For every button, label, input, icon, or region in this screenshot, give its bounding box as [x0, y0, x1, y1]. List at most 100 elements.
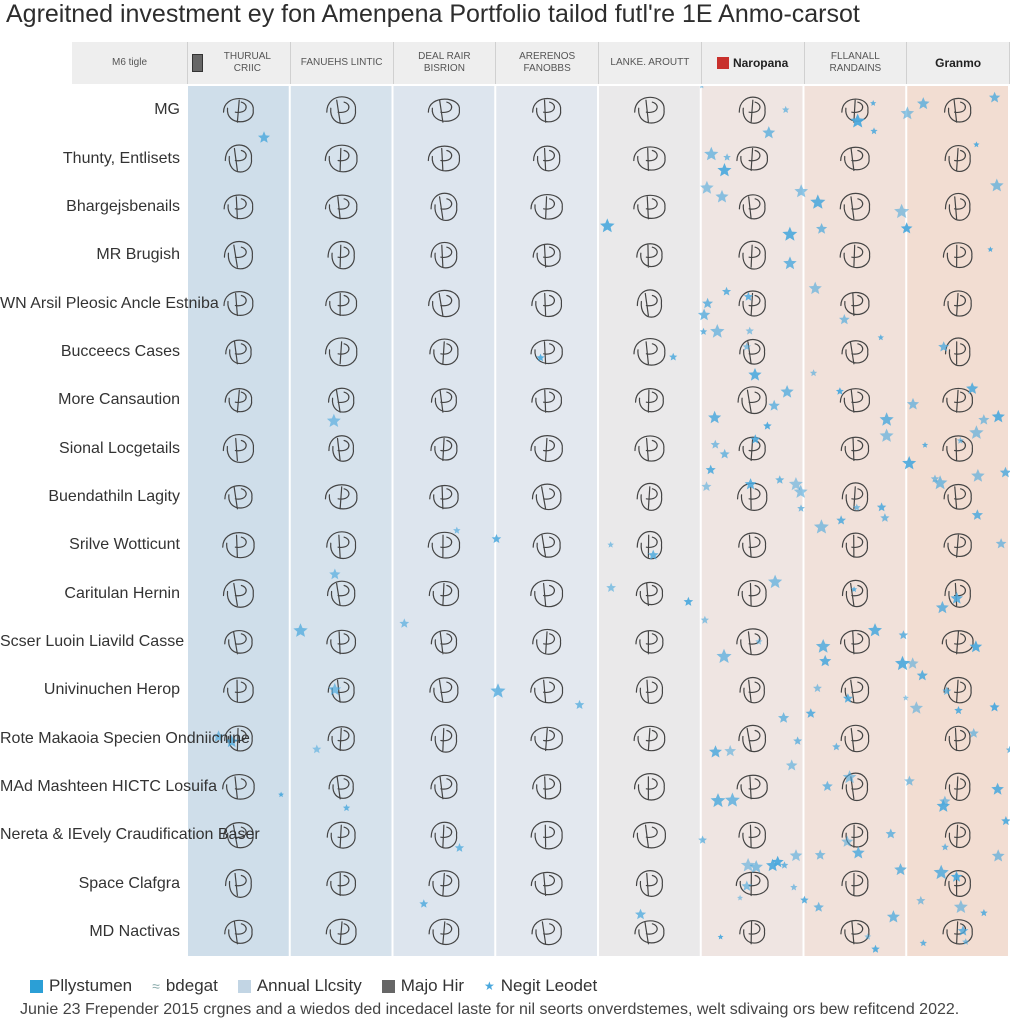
star-mark [839, 314, 850, 325]
star-mark [697, 308, 711, 321]
cell-mark [531, 483, 562, 510]
star-mark [762, 126, 776, 139]
column-header-6: Naropana [701, 42, 805, 84]
column-band-2 [290, 86, 392, 956]
cell-mark [530, 579, 564, 608]
cell-mark [224, 629, 253, 655]
legend-label: Majo Hir [400, 976, 465, 995]
cell-mark [635, 581, 664, 607]
star-mark [419, 899, 429, 908]
star-mark [916, 895, 926, 905]
row-label: Rote Makaoia Specien Ondniicnine [0, 729, 250, 747]
star-mark [938, 341, 950, 352]
star-mark [700, 86, 704, 89]
star-mark [853, 503, 861, 511]
cell-mark [430, 724, 458, 753]
star-mark [813, 683, 822, 693]
star-mark [879, 428, 894, 442]
star-mark [794, 184, 808, 198]
star-mark [999, 466, 1010, 478]
star-mark [936, 799, 950, 812]
star-mark [906, 397, 920, 410]
column-band-7 [804, 86, 906, 956]
cell-mark [737, 386, 767, 414]
star-mark [750, 434, 761, 444]
cell-mark [224, 725, 253, 752]
cell-mark [840, 724, 870, 753]
cell-mark [840, 291, 870, 317]
cell-mark [634, 96, 665, 124]
star-mark [766, 858, 780, 872]
cell-mark [840, 919, 870, 945]
star-mark [850, 113, 866, 128]
row-label: Srilve Wotticunt [69, 536, 180, 554]
column-band-5 [599, 86, 700, 956]
row-label: More Cansaution [58, 391, 180, 409]
legend-label: Pllystumen [49, 976, 133, 995]
cell-mark [636, 289, 663, 318]
star-mark [1005, 745, 1010, 754]
star-mark [954, 706, 963, 715]
star-mark [815, 639, 831, 653]
star-mark [635, 908, 647, 920]
star-mark [973, 141, 980, 148]
cell-mark [942, 435, 973, 462]
cell-mark [530, 194, 563, 220]
column-header-label: ARERENOS FANOBBS [519, 51, 576, 74]
cell-mark [427, 98, 460, 123]
column-header-2: FANUEHS LINTIC [290, 42, 394, 84]
cell-mark [839, 192, 871, 221]
cell-mark [944, 725, 971, 752]
column-band-6 [701, 86, 803, 956]
cell-mark [327, 677, 355, 703]
cell-mark [943, 533, 972, 558]
cell-mark [428, 918, 460, 945]
legend: Pllystumen ≈ bdegat Annual Llcsity Majo Hir ★… [30, 976, 597, 996]
star-mark [950, 871, 963, 882]
cell-mark [738, 240, 766, 270]
star-mark [710, 439, 720, 449]
star-mark [832, 742, 841, 751]
star-mark [902, 456, 917, 470]
cell-mark [633, 338, 666, 366]
cell-mark [739, 919, 766, 945]
row-label: MAd Mashteen HICTC Losuifa [0, 777, 217, 795]
star-mark [740, 857, 756, 872]
star-mark [894, 863, 907, 876]
cell-mark [530, 726, 563, 752]
star-mark [841, 835, 854, 847]
star-mark [212, 730, 225, 742]
star-mark [995, 538, 1007, 549]
legend-label: Annual Llcsity [256, 976, 362, 995]
document-icon [192, 54, 203, 72]
star-mark [749, 860, 763, 873]
star-mark [909, 701, 923, 714]
cell-mark [532, 243, 561, 268]
star-mark [877, 334, 884, 341]
column-header-4: ARERENOS FANOBBS [496, 42, 599, 84]
cell-mark [223, 194, 254, 220]
star-mark [710, 793, 726, 808]
cell-mark [839, 388, 870, 413]
star-mark [962, 938, 970, 945]
star-mark [966, 382, 979, 394]
legend-swatch [30, 979, 43, 993]
column-header-label: FLLANALL RANDAINS [829, 51, 882, 74]
cell-mark [841, 340, 869, 365]
star-mark [991, 782, 1004, 795]
row-label: MR Brugish [96, 246, 180, 264]
chart-grid [188, 86, 1010, 956]
star-mark [745, 326, 754, 335]
cell-mark [430, 436, 458, 462]
star-mark [906, 657, 919, 669]
cell-mark [635, 630, 664, 655]
cell-mark [222, 532, 255, 559]
cell-mark [841, 98, 869, 123]
star-mark [790, 883, 798, 891]
cell-mark [636, 243, 663, 268]
star-mark [768, 574, 783, 589]
cell-mark [532, 774, 562, 800]
column-header-3: DEAL RAIR BISRION [393, 42, 497, 84]
star-mark [710, 324, 725, 338]
row-label: Bucceecs Cases [60, 342, 180, 360]
